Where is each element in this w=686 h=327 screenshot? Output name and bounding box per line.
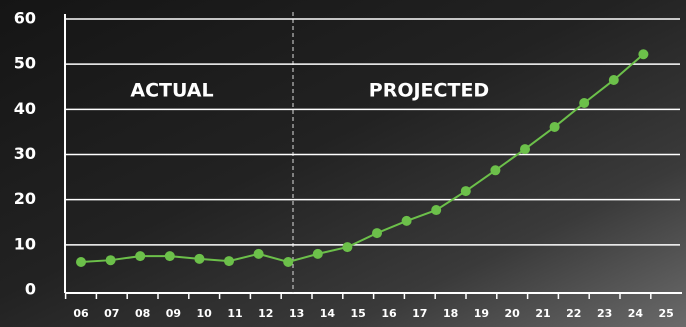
- point: [431, 205, 442, 216]
- x-tick-label: 12: [258, 307, 273, 320]
- y-tick-label: 30: [14, 144, 36, 163]
- annotation: PROJECTED: [369, 80, 489, 102]
- point: [490, 165, 501, 176]
- point: [401, 215, 412, 226]
- x-tick-label: 18: [443, 307, 458, 320]
- y-tick-label: 20: [14, 189, 36, 208]
- point: [312, 248, 323, 259]
- x-tick-label: 07: [104, 307, 119, 320]
- x-tick-label: 10: [197, 307, 213, 320]
- point: [549, 121, 560, 132]
- x-tick-label: 15: [351, 307, 366, 320]
- point: [105, 255, 116, 266]
- x-tick-label: 17: [412, 307, 427, 320]
- x-tick-label: 14: [320, 307, 336, 320]
- point: [579, 98, 590, 109]
- point: [164, 251, 175, 262]
- annotation: ACTUAL: [130, 80, 213, 102]
- point: [135, 251, 146, 262]
- point: [608, 74, 619, 85]
- point: [372, 228, 382, 239]
- y-tick-label: 0: [25, 280, 36, 299]
- y-tick-label: 60: [14, 9, 36, 28]
- x-tick-label: 21: [535, 307, 550, 320]
- point: [638, 49, 649, 60]
- x-tick-label: 20: [505, 307, 521, 320]
- y-tick-label: 40: [14, 99, 36, 118]
- x-tick-label: 13: [289, 307, 304, 320]
- x-tick-label: 22: [566, 307, 581, 320]
- y-tick-label: 10: [14, 234, 36, 253]
- point: [194, 253, 205, 264]
- y-tick-label: 50: [14, 54, 36, 73]
- point: [253, 248, 264, 259]
- x-tick-label: 16: [381, 307, 397, 320]
- point: [342, 242, 353, 253]
- point: [460, 186, 471, 197]
- x-tick-label: 25: [659, 307, 674, 320]
- point: [520, 144, 530, 155]
- point: [224, 256, 234, 267]
- x-tick-label: 09: [166, 307, 181, 320]
- point: [283, 256, 294, 267]
- x-tick-label: 11: [227, 307, 242, 320]
- x-tick-label: 19: [474, 307, 489, 320]
- x-tick-label: 24: [628, 307, 644, 320]
- x-tick-label: 08: [135, 307, 150, 320]
- x-tick-label: 23: [597, 307, 612, 320]
- x-tick-label: 06: [73, 307, 89, 320]
- point: [76, 256, 86, 267]
